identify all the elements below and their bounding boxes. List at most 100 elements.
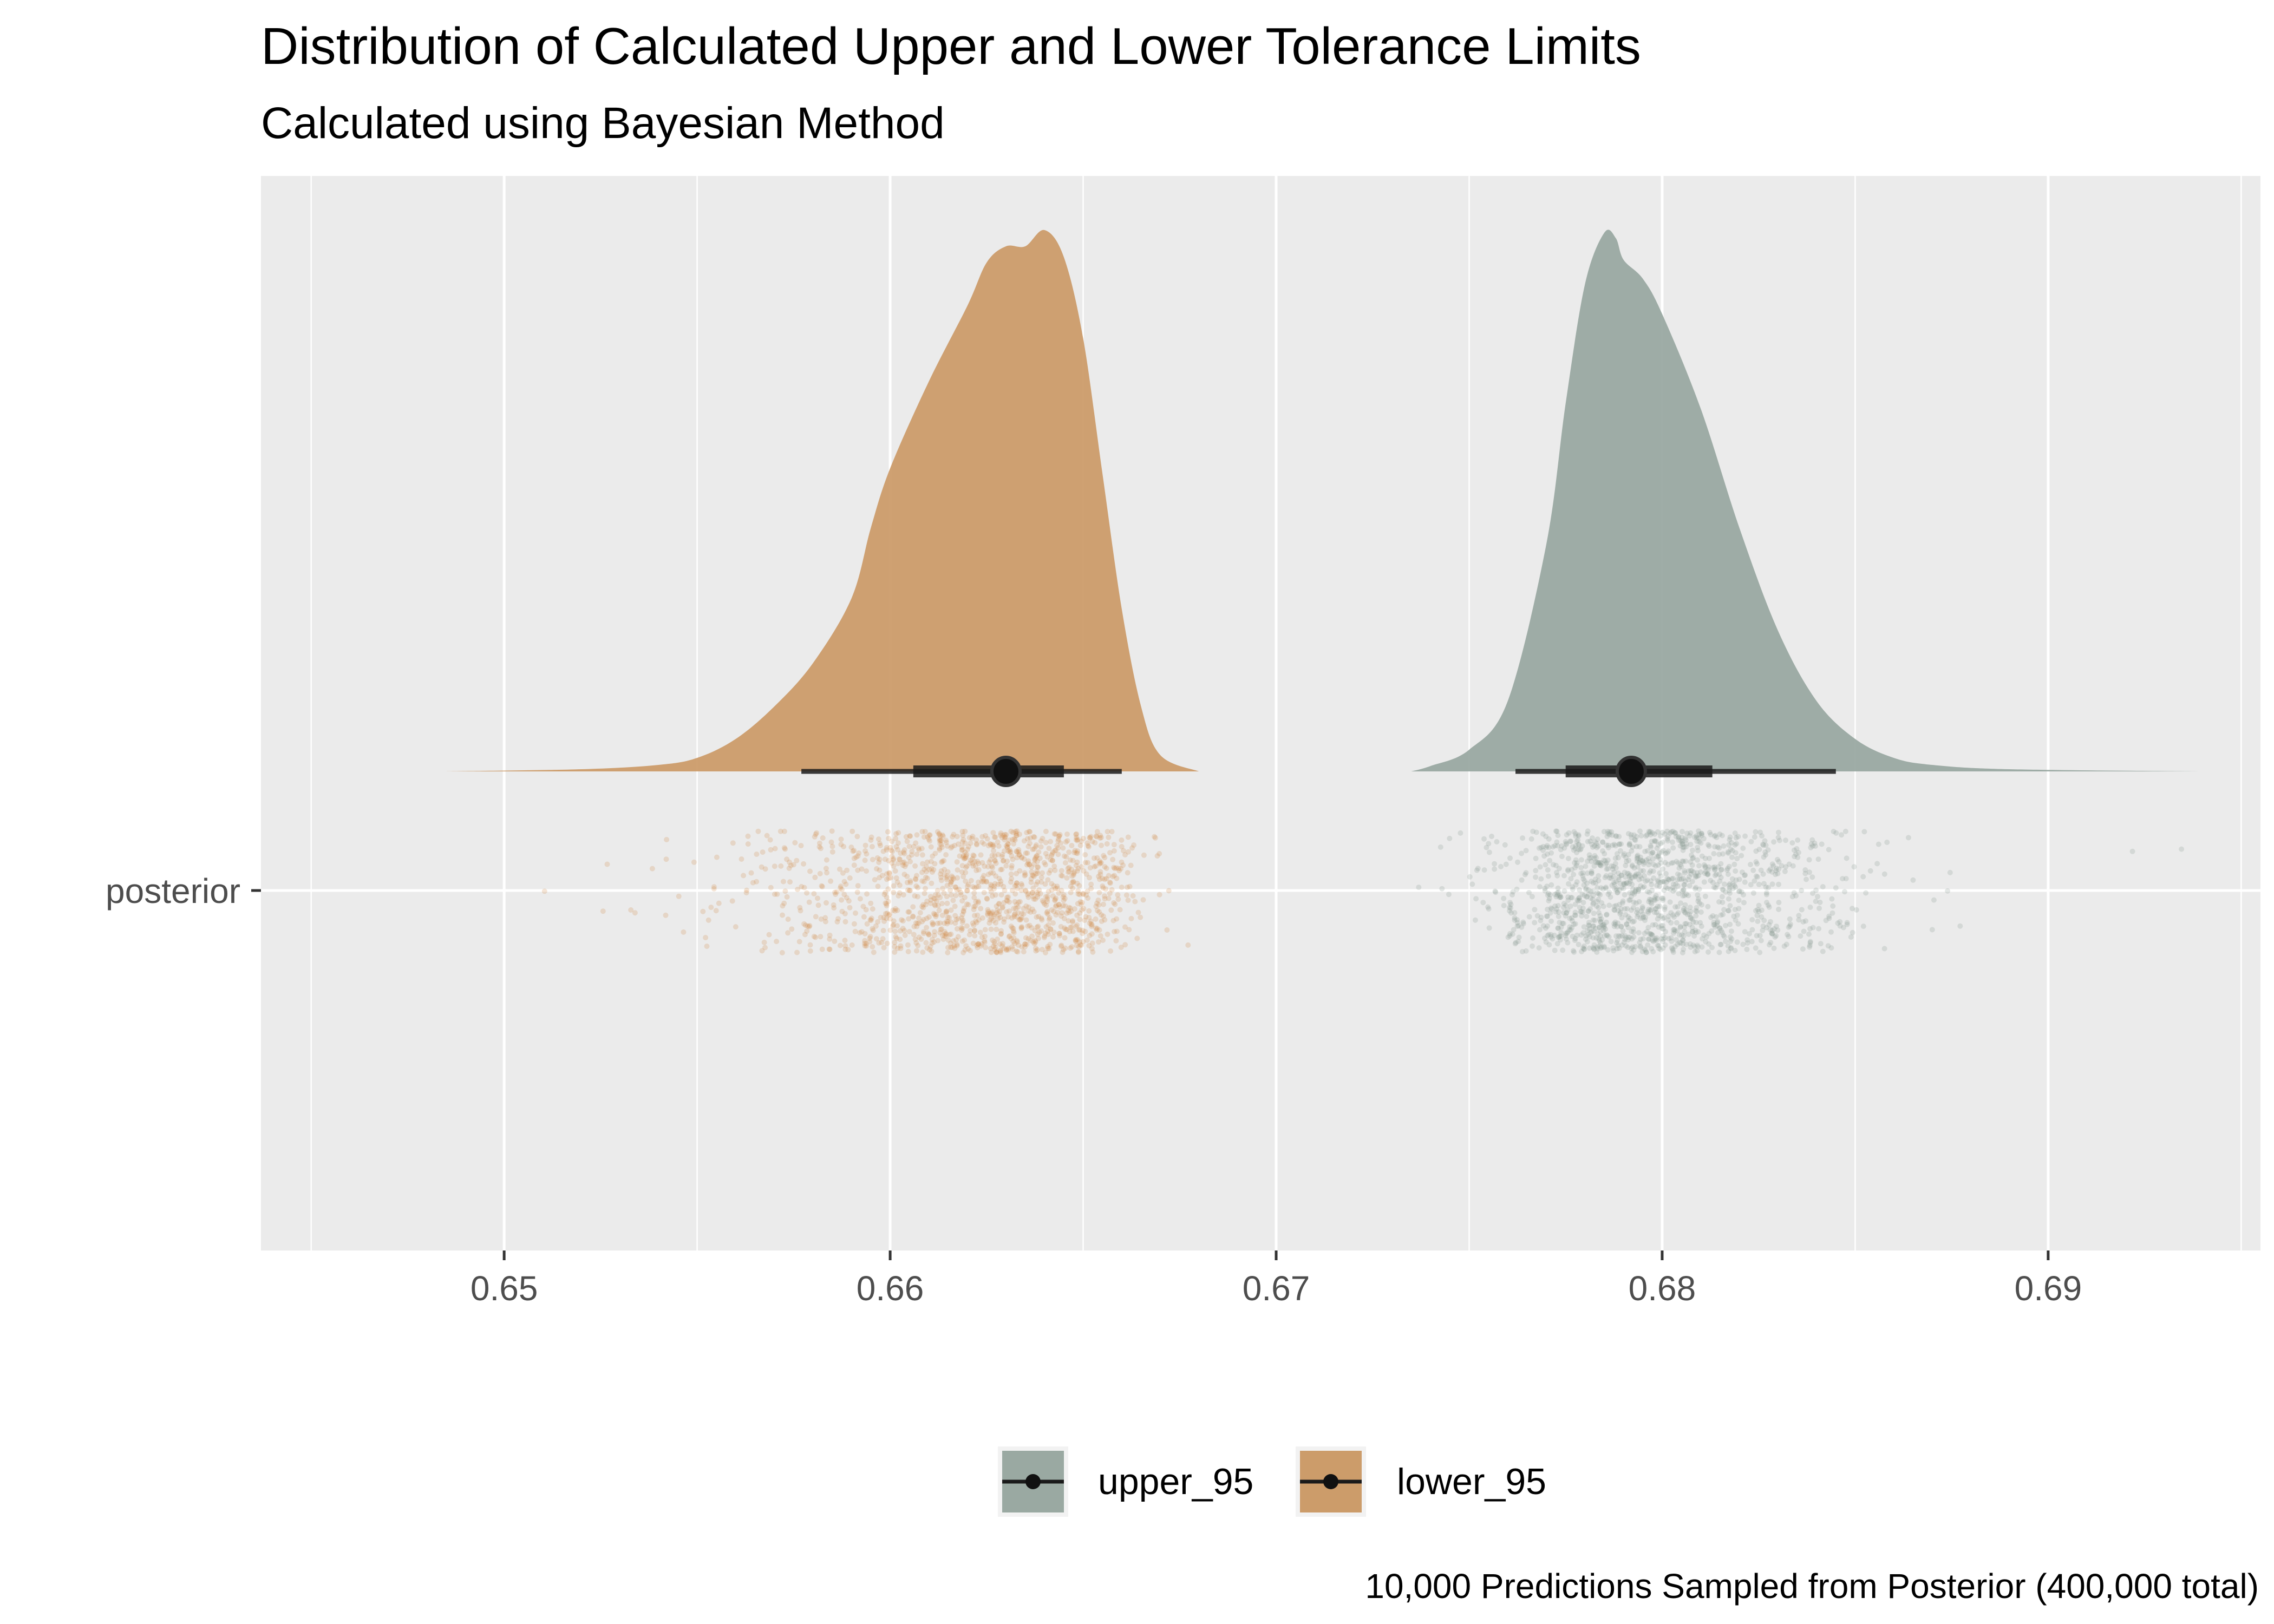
sample-point-lower_95 [962,828,968,834]
sample-point-upper_95 [1758,938,1764,944]
sample-point-upper_95 [1543,834,1549,840]
sample-point-lower_95 [1077,842,1083,848]
sample-point-upper_95 [1661,848,1667,854]
sample-point-upper_95 [1715,844,1721,850]
sample-point-upper_95 [1663,929,1669,935]
sample-point-lower_95 [892,928,898,934]
sample-point-upper_95 [1750,867,1756,873]
sample-point-upper_95 [1680,888,1685,894]
sample-point-upper_95 [1844,920,1850,926]
sample-point-lower_95 [932,850,938,856]
sample-point-lower_95 [910,914,916,920]
sample-point-upper_95 [1674,937,1679,942]
sample-point-lower_95 [1097,833,1103,839]
sample-point-upper_95 [1555,833,1561,839]
sample-point-lower_95 [762,945,768,951]
sample-point-lower_95 [929,869,935,875]
sample-point-lower_95 [1017,831,1022,837]
sample-point-lower_95 [813,831,819,837]
sample-point-lower_95 [941,890,947,896]
sample-point-upper_95 [1537,927,1543,933]
sample-point-upper_95 [1606,875,1612,881]
sample-point-upper_95 [1637,844,1643,850]
sample-point-upper_95 [1537,884,1543,890]
sample-point-upper_95 [1574,897,1580,903]
sample-point-upper_95 [1728,928,1734,934]
sample-point-lower_95 [974,942,980,948]
sample-point-upper_95 [1696,896,1702,902]
sample-point-upper_95 [1661,926,1667,932]
sample-point-lower_95 [895,847,901,853]
sample-point-lower_95 [1051,929,1057,935]
sample-point-upper_95 [1792,854,1798,860]
sample-point-upper_95 [1718,941,1724,947]
sample-point-upper_95 [1638,868,1644,874]
sample-point-upper_95 [1578,870,1584,876]
sample-point-lower_95 [1117,907,1123,913]
sample-point-upper_95 [1649,946,1655,952]
sample-point-lower_95 [1073,937,1079,943]
sample-point-lower_95 [1011,912,1017,918]
sample-point-lower_95 [1014,833,1020,839]
sample-point-upper_95 [1598,916,1604,922]
sample-point-upper_95 [1545,906,1550,912]
sample-point-upper_95 [1705,903,1711,909]
sample-point-upper_95 [1577,847,1583,853]
sample-point-lower_95 [1082,928,1088,934]
sample-point-lower_95 [856,850,862,856]
sample-point-lower_95 [1106,834,1112,840]
sample-point-upper_95 [1656,853,1662,859]
sample-point-lower_95 [880,848,886,854]
sample-point-lower_95 [950,874,956,880]
sample-point-lower_95 [798,908,803,914]
sample-point-upper_95 [1661,936,1666,942]
sample-point-upper_95 [1692,949,1698,954]
sample-point-lower_95 [838,836,844,842]
sample-point-lower_95 [1029,872,1035,878]
sample-point-lower_95 [894,879,900,885]
sample-point-upper_95 [1604,932,1610,938]
sample-point-upper_95 [1629,949,1635,955]
sample-point-upper_95 [1576,941,1582,947]
sample-point-lower_95 [1014,855,1020,861]
sample-point-lower_95 [863,907,869,913]
sample-point-lower_95 [873,936,879,942]
sample-point-upper_95 [1728,946,1734,952]
sample-point-lower_95 [1110,856,1116,862]
sample-point-lower_95 [960,909,966,915]
sample-point-lower_95 [1029,869,1035,875]
sample-point-lower_95 [870,906,875,912]
sample-point-upper_95 [1572,865,1578,870]
sample-point-lower_95 [954,834,960,840]
sample-point-lower_95 [826,946,832,952]
sample-point-lower_95 [901,928,907,934]
sample-point-upper_95 [1646,931,1652,937]
sample-point-lower_95 [1033,939,1038,945]
sample-point-lower_95 [991,912,997,918]
sample-point-upper_95 [1583,887,1589,893]
sample-point-upper_95 [1771,839,1777,845]
sample-point-lower_95 [1004,859,1010,864]
sample-point-upper_95 [1618,873,1624,879]
sample-point-upper_95 [1733,868,1739,874]
sample-point-upper_95 [1694,908,1700,914]
sample-point-upper_95 [1604,866,1610,872]
sample-point-lower_95 [1037,855,1043,861]
sample-point-lower_95 [1152,835,1158,841]
sample-point-upper_95 [1536,845,1542,851]
sample-point-lower_95 [1109,829,1115,835]
sample-point-upper_95 [1750,890,1756,896]
sample-point-upper_95 [1508,910,1514,916]
sample-point-upper_95 [1591,863,1597,869]
sample-point-lower_95 [1066,865,1072,870]
sample-point-lower_95 [937,841,943,847]
sample-point-lower_95 [1070,857,1076,863]
sample-point-lower_95 [1022,872,1028,878]
sample-point-lower_95 [1038,879,1044,885]
sample-point-lower_95 [999,852,1005,857]
sample-point-lower_95 [960,837,966,843]
sample-point-upper_95 [1637,943,1643,949]
sample-point-lower_95 [893,844,899,850]
sample-point-lower_95 [841,879,847,885]
sample-point-upper_95 [1632,836,1638,842]
